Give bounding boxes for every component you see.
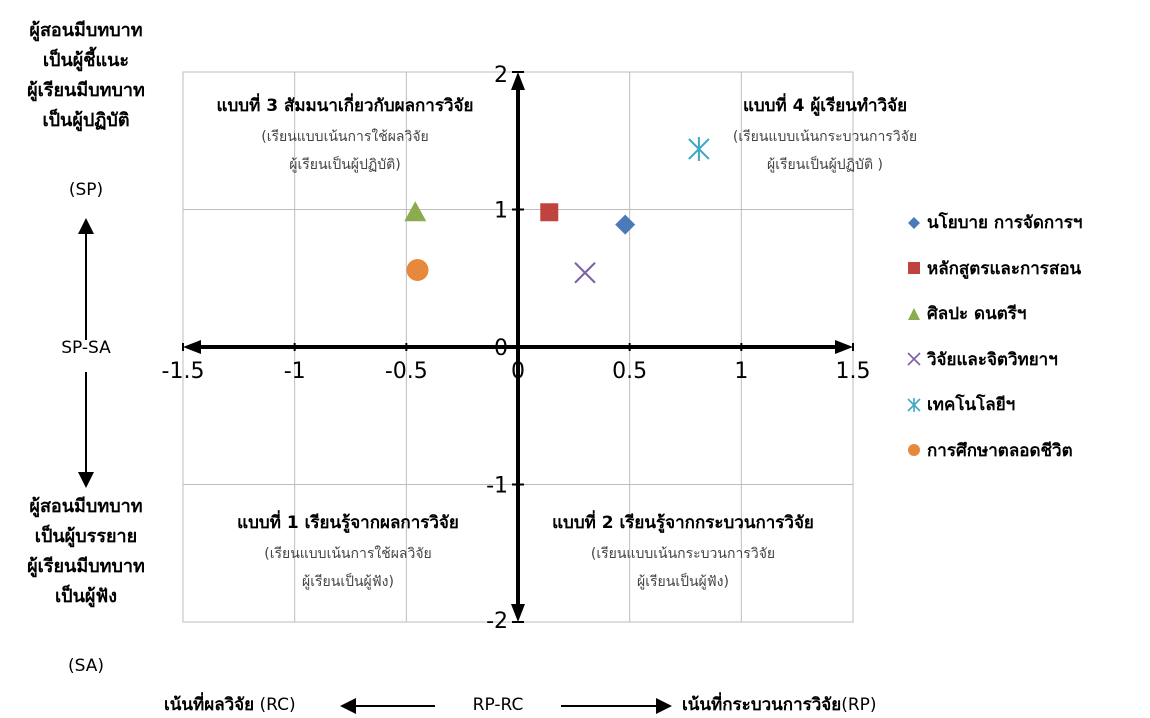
x-marker-icon (905, 348, 923, 370)
rp-code: (RP) (841, 695, 876, 715)
sa-role-text: ผู้สอนมีบทบาท เป็นผู้บรรยาย ผู้เรียนมีบท… (0, 492, 172, 612)
diamond-marker-icon (905, 212, 923, 234)
quadrant-subtitle: ผู้เรียนเป็นผู้ปฏิบัติ ) (767, 155, 883, 173)
side-arrows (86, 222, 668, 706)
x-tick-label: 0 (511, 359, 525, 384)
quadrant-subtitle: (เรียนแบบเน้นกระบวนการวิจัย (591, 546, 775, 562)
x-tick-label: 1.5 (836, 359, 871, 384)
legend-label: วิจัยและจิตวิทยาฯ (927, 346, 1058, 373)
quadrant-labels: แบบที่ 3 สัมมนาเกี่ยวกับผลการวิจัย (เรียน… (217, 93, 918, 590)
data-point-x (575, 263, 595, 283)
circle-marker-icon (905, 439, 923, 461)
rp-label: เน้นที่กระบวนการวิจัย(RP) (682, 694, 877, 716)
quadrant-title: แบบที่ 2 เรียนรู้จากกระบวนการวิจัย (552, 510, 814, 534)
sa-role-line: เป็นผู้บรรยาย (0, 522, 172, 552)
square-marker-icon (905, 257, 923, 279)
x-tick-label: 0.5 (612, 359, 647, 384)
x-axis-left-arrowhead (183, 340, 201, 354)
legend-item: เทคโนโลยีฯ (905, 382, 1082, 428)
quadrant-title: แบบที่ 4 ผู้เรียนทำวิจัย (743, 93, 907, 117)
legend-item: นโยบาย การจัดการฯ (905, 200, 1082, 246)
y-tick-label: 1 (494, 199, 508, 224)
sa-role-line: เป็นผู้ฟัง (0, 582, 172, 612)
x-axis-right-arrowhead (835, 340, 853, 354)
asterisk-marker-icon (905, 394, 923, 416)
rc-text: เน้นที่ผลวิจัย (164, 695, 254, 715)
sa-code: (SA) (0, 652, 172, 680)
sp-role-line: ผู้สอนมีบทบาท (0, 16, 172, 46)
sp-sa-label: SP-SA (0, 334, 172, 362)
quadrant-subtitle: (เรียนแบบเน้นการใช้ผลวิจัย (264, 545, 432, 562)
legend-item: ศิลปะ ดนตรีฯ (905, 291, 1082, 337)
quadrant-title: แบบที่ 1 เรียนรู้จากผลการวิจัย (237, 510, 459, 534)
sp-code: (SP) (0, 176, 172, 204)
rp-text: เน้นที่กระบวนการวิจัย (682, 695, 841, 715)
data-point-square (540, 203, 558, 221)
sa-role-line: ผู้สอนมีบทบาท (0, 492, 172, 522)
legend-label: นโยบาย การจัดการฯ (927, 209, 1082, 236)
data-point-triangle (404, 201, 426, 221)
rc-code: (RC) (260, 695, 296, 715)
y-tick-label: 2 (494, 63, 508, 88)
y-tick-label: -2 (486, 609, 508, 634)
y-tick-label: -1 (486, 474, 508, 499)
legend-item: วิจัยและจิตวิทยาฯ (905, 337, 1082, 383)
legend-label: การศึกษาตลอดชีวิต (927, 437, 1073, 464)
legend-label: เทคโนโลยีฯ (927, 391, 1015, 418)
x-tick-label: -1.5 (162, 359, 205, 384)
y-tick-label: 0 (494, 336, 508, 361)
data-point-asterisk (689, 137, 709, 161)
legend-label: ศิลปะ ดนตรีฯ (927, 300, 1026, 327)
y-axis-bottom-arrowhead (511, 604, 525, 622)
x-tick-label: -0.5 (385, 359, 428, 384)
legend-item: การศึกษาตลอดชีวิต (905, 428, 1082, 474)
data-point-circle (407, 259, 429, 281)
axes (183, 72, 853, 622)
data-point-diamond (615, 215, 635, 235)
sp-role-text: ผู้สอนมีบทบาท เป็นผู้ชี้แนะ ผู้เรียนมีบท… (0, 16, 172, 136)
rc-label: เน้นที่ผลวิจัย (RC) (164, 694, 296, 716)
legend: นโยบาย การจัดการฯ หลักสูตรและการสอน ศิลป… (905, 200, 1082, 473)
triangle-marker-icon (905, 303, 923, 325)
sp-role-line: เป็นผู้ปฏิบัติ (0, 106, 172, 136)
legend-item: หลักสูตรและการสอน (905, 246, 1082, 292)
quadrant-title: แบบที่ 3 สัมมนาเกี่ยวกับผลการวิจัย (217, 93, 474, 116)
sp-role-line: ผู้เรียนมีบทบาท (0, 76, 172, 106)
legend-label: หลักสูตรและการสอน (927, 255, 1081, 282)
quadrant-subtitle: (เรียนแบบเน้นกระบวนการวิจัย (733, 129, 917, 145)
rp-rc-label: RP-RC (446, 694, 550, 716)
x-tick-label: -1 (284, 359, 306, 384)
sp-role-line: เป็นผู้ชี้แนะ (0, 46, 172, 76)
quadrant-subtitle: ผู้เรียนเป็นผู้ฟัง) (637, 572, 729, 590)
quadrant-subtitle: ผู้เรียนเป็นผู้ปฏิบัติ) (289, 155, 400, 173)
y-axis-top-arrowhead (511, 72, 525, 90)
sa-role-line: ผู้เรียนมีบทบาท (0, 552, 172, 582)
quadrant-subtitle: (เรียนแบบเน้นการใช้ผลวิจัย (261, 128, 429, 145)
quadrant-subtitle: ผู้เรียนเป็นผู้ฟัง) (302, 572, 394, 590)
x-tick-label: 1 (734, 359, 748, 384)
